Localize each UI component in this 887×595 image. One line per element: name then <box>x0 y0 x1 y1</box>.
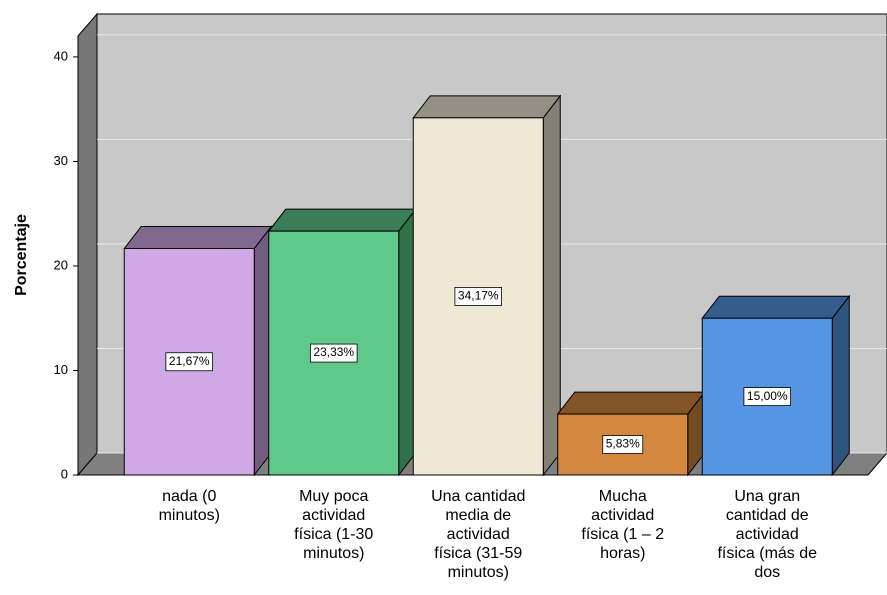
value-label: 15,00% <box>747 389 788 403</box>
x-tick-label: Una cantidad media de actividad física (31-… <box>431 488 525 581</box>
bar-top <box>556 391 706 415</box>
value-label-box <box>743 387 792 407</box>
bar <box>556 390 706 477</box>
x-tick-label: Mucha actividad física (1 – 2 horas) <box>581 488 664 562</box>
y-axis-title: Porcentaje <box>13 214 30 296</box>
x-tick-label: Una gran cantidad de actividad física (más … <box>717 488 817 581</box>
bar-top <box>701 295 851 319</box>
value-label: 23,33% <box>313 345 354 359</box>
bar-side <box>831 294 850 477</box>
value-label: 34,17% <box>458 289 499 303</box>
value-label: 5,83% <box>606 437 640 451</box>
y-tick-label: 40 <box>54 48 68 63</box>
bar <box>412 94 562 477</box>
left-wall <box>77 12 98 477</box>
value-label-box <box>309 343 358 363</box>
x-tick-label: Muy poca actividad física (1-30 minutos) <box>294 488 373 562</box>
bar <box>123 225 273 477</box>
value-label-box <box>454 287 503 306</box>
bar <box>267 207 417 477</box>
value-label-box <box>602 435 644 454</box>
bar-top <box>412 95 562 119</box>
bar-top <box>123 225 273 249</box>
y-tick-label: 30 <box>54 153 68 168</box>
value-label: 21,67% <box>169 354 210 368</box>
bar-top <box>267 208 417 232</box>
y-tick-label: 0 <box>61 466 68 481</box>
y-tick-label: 20 <box>54 257 68 272</box>
y-tick-label: 10 <box>54 362 68 377</box>
value-label-box <box>165 352 214 372</box>
bar <box>701 294 851 477</box>
x-tick-label: nada (0 minutos) <box>159 488 220 524</box>
